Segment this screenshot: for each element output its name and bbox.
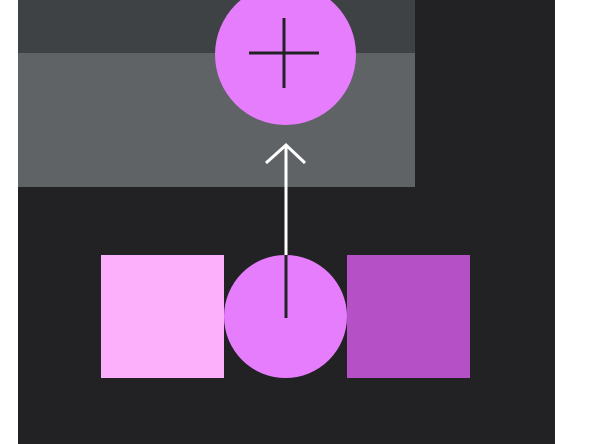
right-square bbox=[347, 255, 470, 378]
center-circle-node bbox=[224, 255, 347, 378]
left-square bbox=[101, 255, 224, 378]
add-circle-button[interactable] bbox=[215, 0, 356, 125]
